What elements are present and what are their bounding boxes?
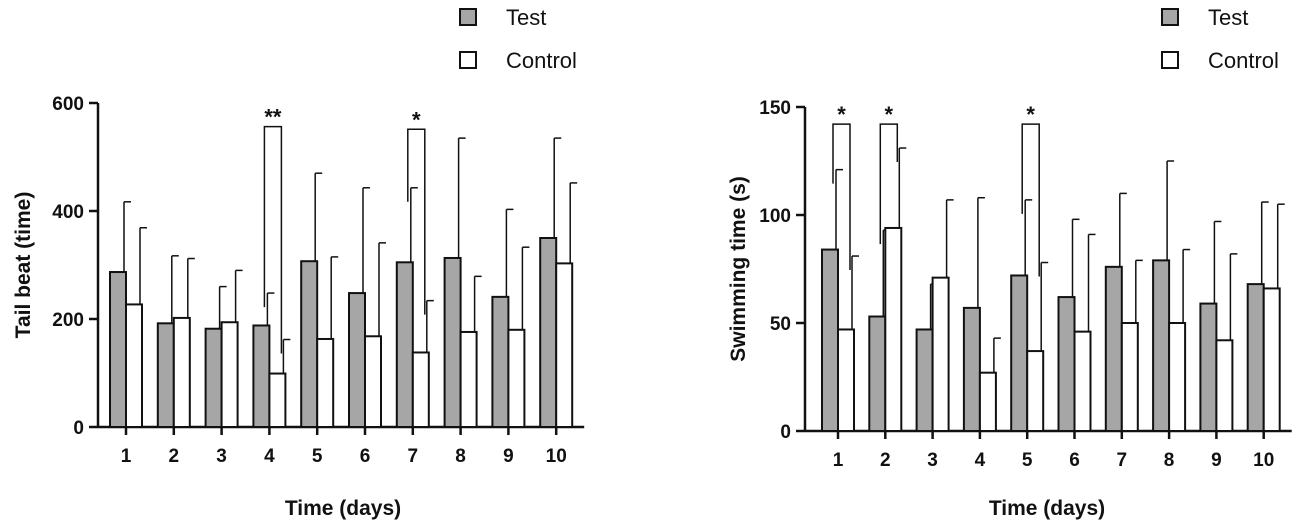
tail-beat-significance-label: * <box>412 107 421 132</box>
swimming-time-legend-label-test: Test <box>1208 5 1248 30</box>
tail-beat-bar-control <box>316 337 335 429</box>
tail-beat-bar-test <box>491 295 510 428</box>
tail-beat-significance-bracket <box>407 128 426 315</box>
tail-beat-x-tick-label: 2 <box>169 446 180 467</box>
swimming-time-bar-test <box>1057 296 1076 432</box>
tail-beat-y-tick-label: 400 <box>52 202 84 223</box>
tail-beat-bar-test <box>443 256 462 429</box>
swimming-time-significance-bracket <box>1021 123 1040 277</box>
tail-beat-y-axis-title: Tail beat (time) <box>12 192 35 339</box>
tail-beat-significance-label: ** <box>264 105 282 130</box>
tail-beat-legend-swatch-test <box>459 8 477 26</box>
tail-beat-x-tick-label: 4 <box>264 446 275 467</box>
tail-beat-x-tick-label: 9 <box>503 446 514 467</box>
swimming-time-significance-label: * <box>837 102 846 127</box>
tail-beat-y-tick-label: 200 <box>52 310 84 331</box>
swimming-time-bar-test <box>821 248 839 432</box>
swimming-time-x-tick-label: 3 <box>927 450 938 471</box>
tail-beat-y-tick-label: 600 <box>52 94 84 115</box>
tail-beat-bar-control <box>268 372 287 429</box>
tail-beat-significance-bracket <box>263 125 283 354</box>
swimming-time-bar-control <box>1262 287 1281 432</box>
swimming-time-legend-swatch-test <box>1161 8 1179 26</box>
tail-beat-bar-control <box>125 303 143 429</box>
swimming-time-y-tick-label: 100 <box>759 206 791 227</box>
tail-beat-bar-test <box>300 260 319 428</box>
swimming-time-x-tick-label: 6 <box>1069 450 1080 471</box>
tail-beat-x-tick-label: 3 <box>216 446 227 467</box>
swimming-time-significance-bracket <box>832 123 851 271</box>
tail-beat-bar-control <box>507 328 526 428</box>
swimming-time-bar-test <box>868 315 887 432</box>
swimming-time-bar-control <box>1215 339 1234 432</box>
swimming-time-bar-control <box>884 226 903 432</box>
swimming-time-y-axis-title: Swimming time (s) <box>727 176 750 362</box>
swimming-time-x-tick-label: 10 <box>1253 450 1274 471</box>
swimming-time-bar-test <box>1246 283 1265 432</box>
swimming-time-bar-control <box>837 328 855 433</box>
tail-beat-bar-control <box>459 330 478 428</box>
swimming-time-x-axis-title: Time (days) <box>989 497 1105 520</box>
swimming-time-significance-bracket <box>879 123 899 245</box>
swimming-time-bar-test <box>1199 302 1218 432</box>
tail-beat-bar-test <box>252 324 271 429</box>
swimming-time-x-tick-label: 5 <box>1022 450 1033 471</box>
tail-beat-bar-test <box>204 327 223 428</box>
tail-beat-x-tick-label: 8 <box>455 446 466 467</box>
swimming-time-x-tick-label: 1 <box>833 450 844 471</box>
swimming-time-bar-control <box>978 371 997 432</box>
swimming-time-y-tick-label: 0 <box>780 422 791 443</box>
tail-beat-bar-test <box>539 237 558 428</box>
swimming-time-x-tick-label: 9 <box>1211 450 1222 471</box>
tail-beat-bar-test <box>395 261 414 428</box>
tail-beat-y-tick-label: 0 <box>73 418 84 439</box>
swimming-time-bar-control <box>1026 350 1045 432</box>
tail-beat-x-tick-label: 5 <box>312 446 323 467</box>
swimming-time-chart: 0 50 100 150 1 2 3 4 5 6 7 8 9 10 * * * Time (days) Swimmi… <box>727 5 1292 520</box>
swimming-time-significance-label: * <box>1026 102 1035 127</box>
swimming-time-significance-label: * <box>885 102 894 127</box>
swimming-time-bar-test <box>915 328 934 433</box>
swimming-time-bar-control <box>931 276 950 433</box>
tail-beat-bar-test <box>348 292 366 428</box>
tail-beat-bar-test <box>109 271 127 428</box>
swimming-time-bar-control <box>1073 330 1092 433</box>
tail-beat-bar-control <box>364 335 382 428</box>
tail-beat-legend-label-test: Test <box>506 5 546 30</box>
tail-beat-x-tick-label: 6 <box>360 446 371 467</box>
tail-beat-bar-test <box>156 322 175 429</box>
tail-beat-bar-control <box>555 262 574 428</box>
tail-beat-x-tick-label: 7 <box>408 446 419 467</box>
swimming-time-bar-test <box>1104 265 1123 432</box>
swimming-time-legend-label-control: Control <box>1208 48 1279 73</box>
tail-beat-x-tick-label: 1 <box>121 446 132 467</box>
swimming-time-bar-control <box>1120 322 1139 432</box>
swimming-time-x-tick-label: 7 <box>1117 450 1128 471</box>
tail-beat-legend-swatch-control <box>459 51 477 69</box>
swimming-time-x-tick-label: 4 <box>975 450 986 471</box>
swimming-time-bar-test <box>962 306 981 433</box>
swimming-time-x-tick-label: 8 <box>1164 450 1175 471</box>
swimming-time-bar-control <box>1168 322 1187 432</box>
tail-beat-bar-control <box>220 321 239 428</box>
swimming-time-bar-test <box>1152 259 1171 432</box>
swimming-time-y-tick-label: 150 <box>759 98 791 119</box>
tail-beat-bar-control <box>411 351 430 429</box>
tail-beat-bar-control <box>172 316 191 429</box>
swimming-time-x-tick-label: 2 <box>880 450 891 471</box>
swimming-time-legend-swatch-control <box>1161 51 1179 69</box>
tail-beat-legend-label-control: Control <box>506 48 577 73</box>
tail-beat-x-tick-label: 10 <box>546 446 567 467</box>
swimming-time-bar-test <box>1010 274 1029 433</box>
tail-beat-x-axis-title: Time (days) <box>285 497 401 520</box>
swimming-time-y-tick-label: 50 <box>770 314 791 335</box>
